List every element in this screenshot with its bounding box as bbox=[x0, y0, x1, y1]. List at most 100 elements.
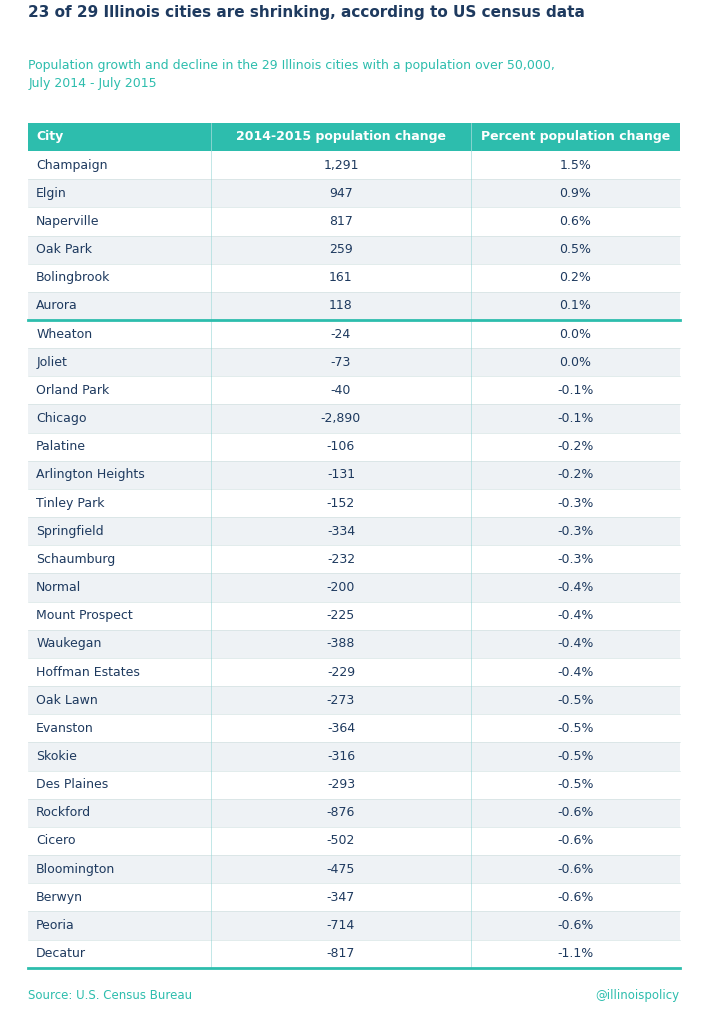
Text: City: City bbox=[36, 130, 64, 143]
Text: -0.4%: -0.4% bbox=[557, 666, 593, 679]
Text: Berwyn: Berwyn bbox=[36, 891, 83, 904]
Text: Naperville: Naperville bbox=[36, 215, 100, 228]
Bar bbox=[28, 123, 680, 151]
Text: -0.3%: -0.3% bbox=[557, 497, 593, 510]
Text: 0.2%: 0.2% bbox=[559, 271, 591, 285]
Text: Wheaton: Wheaton bbox=[36, 328, 92, 341]
Text: 0.0%: 0.0% bbox=[559, 355, 591, 369]
Text: Population growth and decline in the 29 Illinois cities with a population over 5: Population growth and decline in the 29 … bbox=[28, 59, 555, 90]
Text: Decatur: Decatur bbox=[36, 947, 86, 961]
Text: -0.4%: -0.4% bbox=[557, 609, 593, 623]
Text: Elgin: Elgin bbox=[36, 186, 67, 200]
Text: -388: -388 bbox=[327, 637, 355, 650]
Text: -24: -24 bbox=[331, 328, 351, 341]
Text: -364: -364 bbox=[327, 722, 355, 735]
Bar bbox=[28, 911, 680, 940]
Text: -0.4%: -0.4% bbox=[557, 637, 593, 650]
Text: Rockford: Rockford bbox=[36, 806, 91, 819]
Bar bbox=[28, 404, 680, 432]
Bar bbox=[28, 292, 680, 319]
Text: -1.1%: -1.1% bbox=[557, 947, 593, 961]
Text: Orland Park: Orland Park bbox=[36, 384, 110, 397]
Text: Oak Park: Oak Park bbox=[36, 243, 92, 256]
Text: -0.1%: -0.1% bbox=[557, 412, 593, 425]
Text: -347: -347 bbox=[327, 891, 355, 904]
Text: Springfield: Springfield bbox=[36, 524, 104, 538]
Text: -334: -334 bbox=[327, 524, 355, 538]
Text: Aurora: Aurora bbox=[36, 299, 78, 312]
Bar bbox=[28, 715, 680, 742]
Text: -714: -714 bbox=[327, 919, 355, 932]
Text: -0.6%: -0.6% bbox=[557, 919, 593, 932]
Text: 0.5%: 0.5% bbox=[559, 243, 591, 256]
Text: Joliet: Joliet bbox=[36, 355, 67, 369]
Bar bbox=[28, 771, 680, 799]
Text: Champaign: Champaign bbox=[36, 159, 108, 172]
Bar bbox=[28, 686, 680, 715]
Text: Evanston: Evanston bbox=[36, 722, 94, 735]
Text: Arlington Heights: Arlington Heights bbox=[36, 468, 145, 481]
Bar bbox=[28, 545, 680, 573]
Bar bbox=[28, 461, 680, 489]
Text: Chicago: Chicago bbox=[36, 412, 86, 425]
Text: -232: -232 bbox=[327, 553, 355, 566]
Text: -229: -229 bbox=[327, 666, 355, 679]
Text: -0.5%: -0.5% bbox=[557, 750, 594, 763]
Bar bbox=[28, 630, 680, 658]
Text: Bloomington: Bloomington bbox=[36, 862, 115, 876]
Text: -0.3%: -0.3% bbox=[557, 553, 593, 566]
Text: -0.5%: -0.5% bbox=[557, 693, 594, 707]
Text: -0.2%: -0.2% bbox=[557, 440, 593, 454]
Text: -40: -40 bbox=[331, 384, 351, 397]
Text: Normal: Normal bbox=[36, 581, 81, 594]
Text: 1,291: 1,291 bbox=[324, 159, 359, 172]
Text: -0.2%: -0.2% bbox=[557, 468, 593, 481]
Bar bbox=[28, 517, 680, 545]
Bar bbox=[28, 433, 680, 461]
Text: Schaumburg: Schaumburg bbox=[36, 553, 115, 566]
Text: -817: -817 bbox=[327, 947, 355, 961]
Bar bbox=[28, 602, 680, 630]
Text: Hoffman Estates: Hoffman Estates bbox=[36, 666, 140, 679]
Bar bbox=[28, 855, 680, 883]
Text: 2014-2015 population change: 2014-2015 population change bbox=[236, 130, 446, 143]
Text: 259: 259 bbox=[329, 243, 353, 256]
Bar bbox=[28, 489, 680, 517]
Text: -293: -293 bbox=[327, 778, 355, 792]
Bar bbox=[28, 742, 680, 770]
Bar bbox=[28, 573, 680, 602]
Text: -316: -316 bbox=[327, 750, 355, 763]
Text: Palatine: Palatine bbox=[36, 440, 86, 454]
Text: Bolingbrook: Bolingbrook bbox=[36, 271, 110, 285]
Text: @illinoispolicy: @illinoispolicy bbox=[595, 989, 680, 1002]
Text: Mount Prospect: Mount Prospect bbox=[36, 609, 133, 623]
Text: Oak Lawn: Oak Lawn bbox=[36, 693, 98, 707]
Text: -152: -152 bbox=[327, 497, 355, 510]
Text: Source: U.S. Census Bureau: Source: U.S. Census Bureau bbox=[28, 989, 193, 1002]
Text: 817: 817 bbox=[329, 215, 353, 228]
Text: -73: -73 bbox=[331, 355, 351, 369]
Text: -2,890: -2,890 bbox=[321, 412, 361, 425]
Text: Des Plaines: Des Plaines bbox=[36, 778, 108, 792]
Bar bbox=[28, 376, 680, 404]
Text: -0.6%: -0.6% bbox=[557, 891, 593, 904]
Text: Peoria: Peoria bbox=[36, 919, 75, 932]
Text: 0.0%: 0.0% bbox=[559, 328, 591, 341]
Text: -0.5%: -0.5% bbox=[557, 722, 594, 735]
Text: -225: -225 bbox=[327, 609, 355, 623]
Bar bbox=[28, 940, 680, 968]
Bar bbox=[28, 236, 680, 263]
Text: -0.3%: -0.3% bbox=[557, 524, 593, 538]
Text: -0.1%: -0.1% bbox=[557, 384, 593, 397]
Bar bbox=[28, 348, 680, 377]
Text: Cicero: Cicero bbox=[36, 835, 76, 848]
Bar bbox=[28, 151, 680, 179]
Text: -475: -475 bbox=[327, 862, 355, 876]
Bar bbox=[28, 827, 680, 855]
Text: 118: 118 bbox=[329, 299, 353, 312]
Text: Skokie: Skokie bbox=[36, 750, 77, 763]
Text: 0.9%: 0.9% bbox=[559, 186, 591, 200]
Text: 0.1%: 0.1% bbox=[559, 299, 591, 312]
Text: -0.4%: -0.4% bbox=[557, 581, 593, 594]
Text: -876: -876 bbox=[327, 806, 355, 819]
